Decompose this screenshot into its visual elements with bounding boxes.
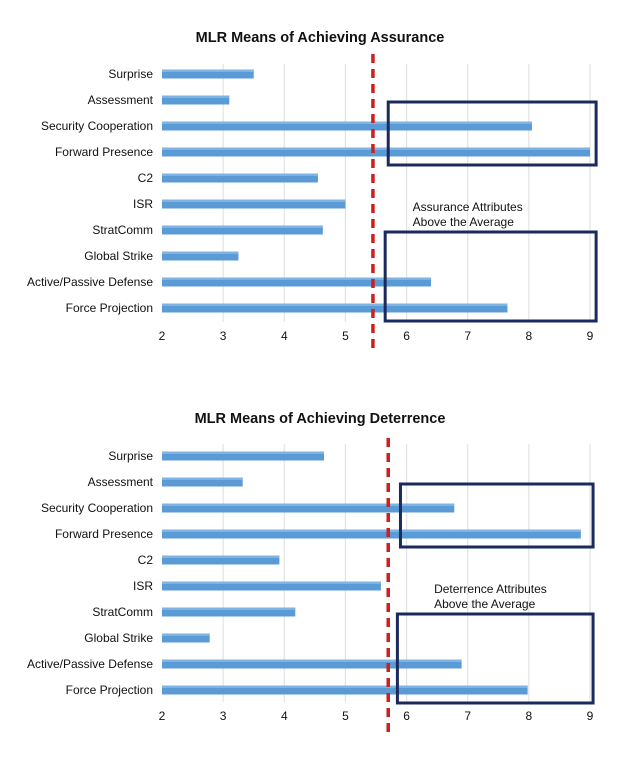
chart-2-category-label-9: Active/Passive Defense bbox=[27, 657, 153, 671]
chart-1-tick-label-9: 9 bbox=[587, 329, 594, 343]
chart-2-bar-5 bbox=[162, 555, 280, 565]
chart-1-tick-label-4: 4 bbox=[281, 329, 288, 343]
chart-2-bar-2 bbox=[162, 477, 243, 487]
chart-1-category-label-4: Forward Presence bbox=[55, 145, 153, 159]
chart-1-bar-8 bbox=[162, 251, 239, 261]
chart-2-tick-label-4: 4 bbox=[281, 709, 288, 723]
chart-1-bar-shine-4 bbox=[162, 147, 590, 150]
chart-1-category-label-3: Security Cooperation bbox=[41, 119, 153, 133]
chart-2-tick-label-2: 2 bbox=[159, 709, 166, 723]
chart-1-bar-6 bbox=[162, 199, 346, 209]
chart-1-annotation-line-1: Assurance Attributes bbox=[413, 200, 523, 214]
chart-2-tick-label-6: 6 bbox=[403, 709, 410, 723]
chart-2-bar-3 bbox=[162, 503, 455, 513]
chart-1: MLR Means of Achieving Assurance Surprise… bbox=[27, 30, 598, 350]
chart-1-bar-10 bbox=[162, 303, 508, 313]
chart-2-category-label-6: ISR bbox=[133, 579, 153, 593]
chart-2-tick-label-7: 7 bbox=[464, 709, 471, 723]
chart-1-category-label-6: ISR bbox=[133, 197, 153, 211]
chart-2-category-label-3: Security Cooperation bbox=[41, 501, 153, 515]
chart-2-bar-1 bbox=[162, 451, 325, 461]
chart-2-highlight-box-1 bbox=[398, 482, 595, 549]
chart-2-bar-shine-3 bbox=[162, 503, 455, 506]
chart-1-tick-label-5: 5 bbox=[342, 329, 349, 343]
chart-1-highlight-box-2 bbox=[383, 230, 598, 323]
chart-2-bar-shine-7 bbox=[162, 607, 296, 610]
chart-1-bar-shine-2 bbox=[162, 95, 230, 98]
chart-1-bar-5 bbox=[162, 173, 318, 183]
chart-1-bar-shine-5 bbox=[162, 173, 318, 176]
chart-1-bar-2 bbox=[162, 95, 230, 105]
chart-2-bar-shine-5 bbox=[162, 555, 280, 558]
chart-1-annotation-line-2: Above the Average bbox=[413, 215, 515, 229]
chart-2-annotation-line-2: Above the Average bbox=[434, 597, 536, 611]
chart-1-category-label-8: Global Strike bbox=[84, 249, 153, 263]
chart-2-category-label-4: Forward Presence bbox=[55, 527, 153, 541]
chart-2-bar-shine-4 bbox=[162, 529, 581, 532]
chart-2-annotation-line-1: Deterrence Attributes bbox=[434, 582, 547, 596]
chart-1-category-label-10: Force Projection bbox=[66, 301, 153, 315]
chart-2-tick-label-5: 5 bbox=[342, 709, 349, 723]
chart-2-category-label-10: Force Projection bbox=[66, 683, 153, 697]
chart-2-category-label-1: Surprise bbox=[108, 449, 153, 463]
chart-2-bar-9 bbox=[162, 659, 462, 669]
chart-1-bar-shine-7 bbox=[162, 225, 323, 228]
chart-2-bar-shine-10 bbox=[162, 685, 528, 688]
chart-1-tick-label-7: 7 bbox=[464, 329, 471, 343]
chart-2-bar-shine-8 bbox=[162, 633, 210, 636]
chart-1-bar-9 bbox=[162, 277, 432, 287]
chart-2-bar-8 bbox=[162, 633, 210, 643]
chart-1-category-label-2: Assessment bbox=[88, 93, 154, 107]
chart-2-tick-label-3: 3 bbox=[220, 709, 227, 723]
chart-1-highlight-box-1 bbox=[386, 100, 598, 167]
chart-2-title: MLR Means of Achieving Deterrence bbox=[195, 411, 446, 427]
chart-2-bar-10 bbox=[162, 685, 528, 695]
chart-1-bar-3 bbox=[162, 121, 532, 131]
chart-1-bar-1 bbox=[162, 69, 254, 79]
chart-2-category-label-2: Assessment bbox=[88, 475, 154, 489]
chart-2-category-label-8: Global Strike bbox=[84, 631, 153, 645]
chart-1-category-label-1: Surprise bbox=[108, 67, 153, 81]
chart-1-title: MLR Means of Achieving Assurance bbox=[196, 30, 445, 46]
chart-2-category-label-7: StratComm bbox=[92, 605, 153, 619]
chart-1-tick-label-3: 3 bbox=[220, 329, 227, 343]
chart-1-bar-shine-8 bbox=[162, 251, 239, 254]
chart-1-tick-label-6: 6 bbox=[403, 329, 410, 343]
chart-2-highlight-box-2 bbox=[395, 612, 595, 705]
chart-2-bar-shine-1 bbox=[162, 451, 325, 454]
chart-2-tick-label-8: 8 bbox=[526, 709, 533, 723]
chart-2-bar-shine-9 bbox=[162, 659, 462, 662]
chart-2-bar-4 bbox=[162, 529, 581, 539]
chart-1-bar-4 bbox=[162, 147, 590, 157]
chart-1-category-label-5: C2 bbox=[138, 171, 154, 185]
chart-1-category-label-9: Active/Passive Defense bbox=[27, 275, 153, 289]
chart-2-bar-shine-6 bbox=[162, 581, 381, 584]
chart-1-bar-shine-9 bbox=[162, 277, 432, 280]
chart-1-bar-shine-10 bbox=[162, 303, 508, 306]
chart-2-bar-shine-2 bbox=[162, 477, 243, 480]
chart-2-tick-label-9: 9 bbox=[587, 709, 594, 723]
chart-1-category-label-7: StratComm bbox=[92, 223, 153, 237]
chart-1-bar-shine-1 bbox=[162, 69, 254, 72]
chart-2-bar-6 bbox=[162, 581, 381, 591]
chart-1-bar-7 bbox=[162, 225, 323, 235]
chart-1-bar-shine-6 bbox=[162, 199, 346, 202]
chart-1-tick-label-8: 8 bbox=[526, 329, 533, 343]
chart-1-tick-label-2: 2 bbox=[159, 329, 166, 343]
chart-2-bar-7 bbox=[162, 607, 296, 617]
chart-2-category-label-5: C2 bbox=[138, 553, 154, 567]
chart-1-bar-shine-3 bbox=[162, 121, 532, 124]
chart-2: MLR Means of Achieving Deterrence Surpris… bbox=[27, 411, 595, 732]
